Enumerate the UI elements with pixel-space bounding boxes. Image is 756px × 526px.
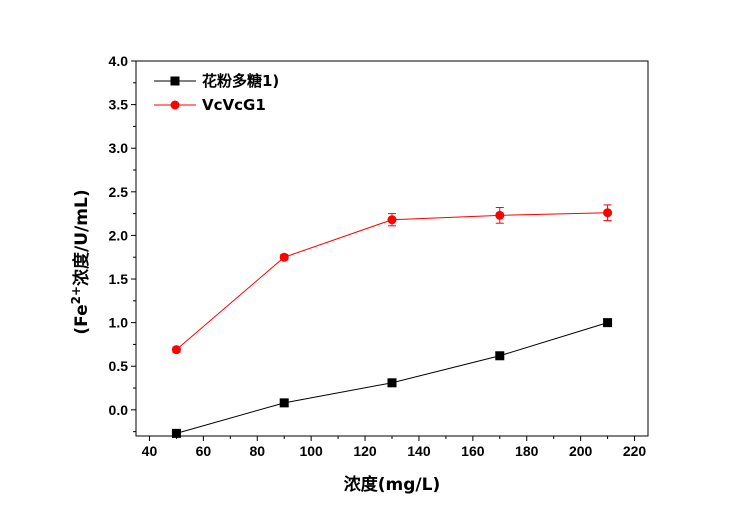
legend-marker: [170, 100, 180, 110]
series-0: [171, 318, 613, 438]
y-tick-label: 1.0: [109, 315, 129, 331]
data-point: [171, 428, 181, 438]
x-tick-label: 100: [299, 443, 323, 459]
y-tick-label: 1.5: [109, 271, 129, 287]
y-tick-label: 2.5: [109, 184, 129, 200]
data-point: [495, 351, 505, 361]
data-point: [279, 252, 289, 262]
x-tick-label: 140: [407, 443, 431, 459]
x-tick-labels: 40 60 80 100 120 140 160 180 200 220: [142, 443, 647, 459]
x-tick-label: 60: [196, 443, 212, 459]
legend-item-1: VcVcG1: [154, 96, 266, 114]
data-point: [387, 378, 397, 388]
legend-label: VcVcG1: [202, 96, 266, 114]
y-tick-label: 3.0: [109, 140, 129, 156]
series-layer: [171, 204, 613, 438]
data-point: [279, 398, 289, 408]
y-tick-label: 4.0: [109, 53, 129, 69]
data-point: [495, 210, 505, 220]
y-tick-label: 0.5: [109, 358, 129, 374]
x-tick-label: 220: [623, 443, 647, 459]
data-point: [171, 345, 181, 355]
y-tick-label: 0.0: [109, 402, 129, 418]
x-tick-label: 40: [142, 443, 158, 459]
y-axis-title: (Fe2+浓度/U/mL): [69, 189, 92, 334]
x-axis-title: 浓度(mg/L): [344, 474, 440, 495]
y-axis-title-prefix: (Fe: [72, 304, 92, 334]
legend-item-0: 花粉多糖1): [154, 72, 279, 90]
y-axis-title-suffix: 浓度/U/mL): [71, 189, 92, 286]
x-tick-label: 80: [249, 443, 265, 459]
data-point: [387, 215, 397, 225]
y-axis-title-sup: 2+: [69, 286, 83, 304]
legend-marker: [170, 76, 180, 86]
series-line: [176, 322, 608, 434]
axis-ticks: [131, 60, 636, 441]
series-line: [176, 212, 608, 351]
legend: 花粉多糖1) VcVcG1: [154, 72, 279, 114]
series-1: [171, 204, 613, 355]
legend-label: 花粉多糖1): [202, 72, 279, 90]
x-tick-label: 120: [353, 443, 377, 459]
x-tick-label: 160: [461, 443, 485, 459]
data-point: [603, 208, 613, 218]
x-tick-label: 200: [569, 443, 593, 459]
data-point: [603, 318, 613, 328]
y-tick-label: 3.5: [109, 97, 129, 113]
y-tick-labels: 0.0 0.5 1.0 1.5 2.0 2.5 3.0 3.5 4.0: [109, 53, 129, 418]
x-tick-label: 180: [515, 443, 539, 459]
y-tick-label: 2.0: [109, 227, 129, 243]
